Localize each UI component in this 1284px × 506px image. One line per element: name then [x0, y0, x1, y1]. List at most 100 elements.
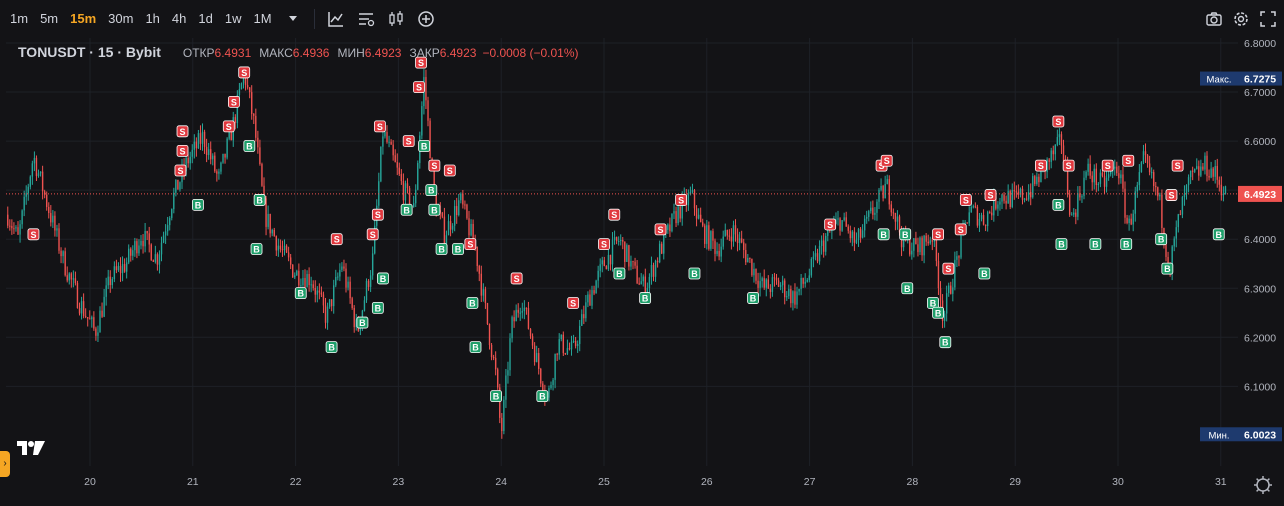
- tradingview-logo-icon[interactable]: [14, 434, 48, 462]
- buy-signal-marker[interactable]: B: [1089, 238, 1102, 251]
- sell-signal-marker[interactable]: S: [1122, 154, 1135, 167]
- candle-body: [896, 216, 899, 222]
- indicators-icon[interactable]: [324, 7, 348, 31]
- side-panel-toggle[interactable]: ›: [0, 451, 10, 477]
- buy-signal-marker[interactable]: B: [425, 184, 438, 197]
- timeframe-1m[interactable]: 1M: [253, 11, 272, 26]
- buy-signal-marker[interactable]: B: [294, 287, 307, 300]
- buy-signal-marker[interactable]: B: [1212, 228, 1225, 241]
- buy-signal-marker[interactable]: B: [1055, 238, 1068, 251]
- buy-signal-marker[interactable]: B: [932, 306, 944, 319]
- buy-signal-marker[interactable]: B: [192, 198, 204, 211]
- sell-signal-marker[interactable]: S: [1035, 159, 1047, 172]
- buy-signal-marker[interactable]: B: [1155, 233, 1168, 246]
- buy-signal-marker[interactable]: B: [1052, 198, 1065, 211]
- timeframe-1m[interactable]: 1m: [10, 11, 29, 26]
- buy-signal-marker[interactable]: B: [243, 140, 256, 152]
- buy-signal-marker[interactable]: B: [613, 267, 626, 280]
- buy-signal-marker[interactable]: B: [250, 243, 263, 255]
- compare-icon[interactable]: [354, 7, 378, 31]
- sell-signal-marker[interactable]: S: [1062, 159, 1075, 172]
- chart-area[interactable]: SSSSSSSSSSSSSSSSSSSSSSSSSSSSSSSSSSSSSSBB…: [0, 38, 1284, 506]
- sell-signal-marker[interactable]: S: [27, 228, 40, 241]
- sell-signal-marker[interactable]: S: [959, 194, 972, 206]
- add-icon[interactable]: [414, 7, 438, 31]
- buy-signal-marker[interactable]: B: [877, 228, 890, 241]
- buy-signal-marker[interactable]: B: [639, 292, 652, 304]
- sell-signal-marker[interactable]: S: [176, 125, 189, 138]
- sell-signal-marker[interactable]: S: [176, 145, 189, 157]
- buy-signal-marker[interactable]: B: [466, 297, 479, 309]
- buy-signal-marker[interactable]: B: [490, 390, 502, 403]
- chevron-down-icon[interactable]: [281, 7, 305, 31]
- buy-signal-marker[interactable]: B: [1161, 262, 1174, 275]
- buy-signal-marker[interactable]: B: [400, 203, 413, 216]
- sell-signal-marker[interactable]: S: [373, 120, 386, 133]
- buy-signal-marker[interactable]: B: [901, 282, 914, 295]
- fullscreen-icon[interactable]: [1256, 7, 1280, 31]
- sell-signal-marker[interactable]: S: [1101, 159, 1114, 172]
- timeframe-5m[interactable]: 5m: [40, 11, 59, 26]
- sell-signal-marker[interactable]: S: [932, 228, 944, 241]
- camera-icon[interactable]: [1202, 7, 1226, 31]
- sell-signal-marker[interactable]: S: [510, 272, 523, 285]
- sell-signal-marker[interactable]: S: [654, 223, 667, 236]
- sell-signal-marker[interactable]: S: [402, 135, 415, 147]
- sell-signal-marker[interactable]: S: [464, 238, 477, 251]
- timeframe-4h[interactable]: 4h: [171, 11, 187, 26]
- buy-signal-marker[interactable]: B: [927, 297, 939, 309]
- timeframe-1d[interactable]: 1d: [198, 11, 213, 26]
- sell-signal-marker[interactable]: S: [1052, 115, 1065, 128]
- price-chart[interactable]: SSSSSSSSSSSSSSSSSSSSSSSSSSSSSSSSSSSSSSBB…: [0, 38, 1284, 506]
- sell-signal-marker[interactable]: S: [880, 154, 893, 167]
- sell-signal-marker[interactable]: S: [415, 56, 427, 69]
- sell-signal-marker[interactable]: S: [954, 223, 967, 236]
- buy-signal-marker[interactable]: B: [452, 243, 464, 255]
- sell-signal-marker[interactable]: S: [222, 120, 235, 133]
- settings-icon[interactable]: [1229, 7, 1253, 31]
- buy-signal-marker[interactable]: B: [688, 267, 701, 280]
- sell-signal-marker[interactable]: S: [942, 262, 955, 275]
- buy-signal-marker[interactable]: B: [747, 292, 759, 304]
- sell-signal-marker[interactable]: S: [443, 164, 456, 177]
- sell-signal-marker[interactable]: S: [1165, 189, 1178, 201]
- buy-signal-marker[interactable]: B: [536, 390, 549, 403]
- sell-signal-marker[interactable]: S: [675, 194, 687, 206]
- buy-signal-marker[interactable]: B: [253, 194, 266, 206]
- buy-signal-marker[interactable]: B: [428, 203, 441, 216]
- candle-body: [207, 149, 210, 156]
- buy-signal-marker[interactable]: B: [435, 243, 448, 255]
- sell-signal-marker[interactable]: S: [174, 164, 187, 177]
- sell-signal-marker[interactable]: S: [228, 95, 240, 108]
- sell-signal-marker[interactable]: S: [598, 238, 610, 251]
- timeframe-1h[interactable]: 1h: [145, 11, 160, 26]
- buy-signal-marker[interactable]: B: [371, 301, 384, 314]
- scale-settings-icon[interactable]: [1252, 474, 1274, 496]
- chart-type-icon[interactable]: [384, 7, 408, 31]
- sell-signal-marker[interactable]: S: [366, 228, 379, 241]
- timeframe-1w[interactable]: 1w: [224, 11, 242, 26]
- sell-signal-marker[interactable]: S: [238, 66, 251, 79]
- timeframe-15m[interactable]: 15m: [70, 11, 97, 26]
- buy-signal-marker[interactable]: B: [469, 341, 482, 354]
- sell-signal-marker[interactable]: S: [824, 218, 837, 231]
- sell-signal-marker[interactable]: S: [1171, 159, 1184, 172]
- sell-signal-marker[interactable]: S: [371, 208, 384, 221]
- buy-signal-marker[interactable]: B: [939, 336, 952, 349]
- candle-body: [48, 206, 50, 214]
- buy-signal-marker[interactable]: B: [1120, 238, 1133, 251]
- buy-signal-marker[interactable]: B: [356, 316, 369, 329]
- sell-signal-marker[interactable]: S: [330, 233, 343, 246]
- buy-signal-marker[interactable]: B: [978, 267, 991, 280]
- sell-signal-marker[interactable]: S: [567, 297, 580, 309]
- timeframe-30m[interactable]: 30m: [108, 11, 134, 26]
- sell-signal-marker[interactable]: S: [608, 208, 621, 221]
- buy-signal-marker[interactable]: B: [325, 341, 338, 354]
- buy-signal-marker[interactable]: B: [377, 272, 389, 285]
- symbol-title[interactable]: TONUSDT · 15 · Bybit: [18, 44, 161, 60]
- sell-signal-marker[interactable]: S: [413, 81, 425, 94]
- sell-signal-marker[interactable]: S: [984, 189, 997, 201]
- buy-signal-marker[interactable]: B: [418, 140, 431, 152]
- sell-signal-marker[interactable]: S: [428, 159, 441, 172]
- buy-signal-marker[interactable]: B: [899, 228, 912, 241]
